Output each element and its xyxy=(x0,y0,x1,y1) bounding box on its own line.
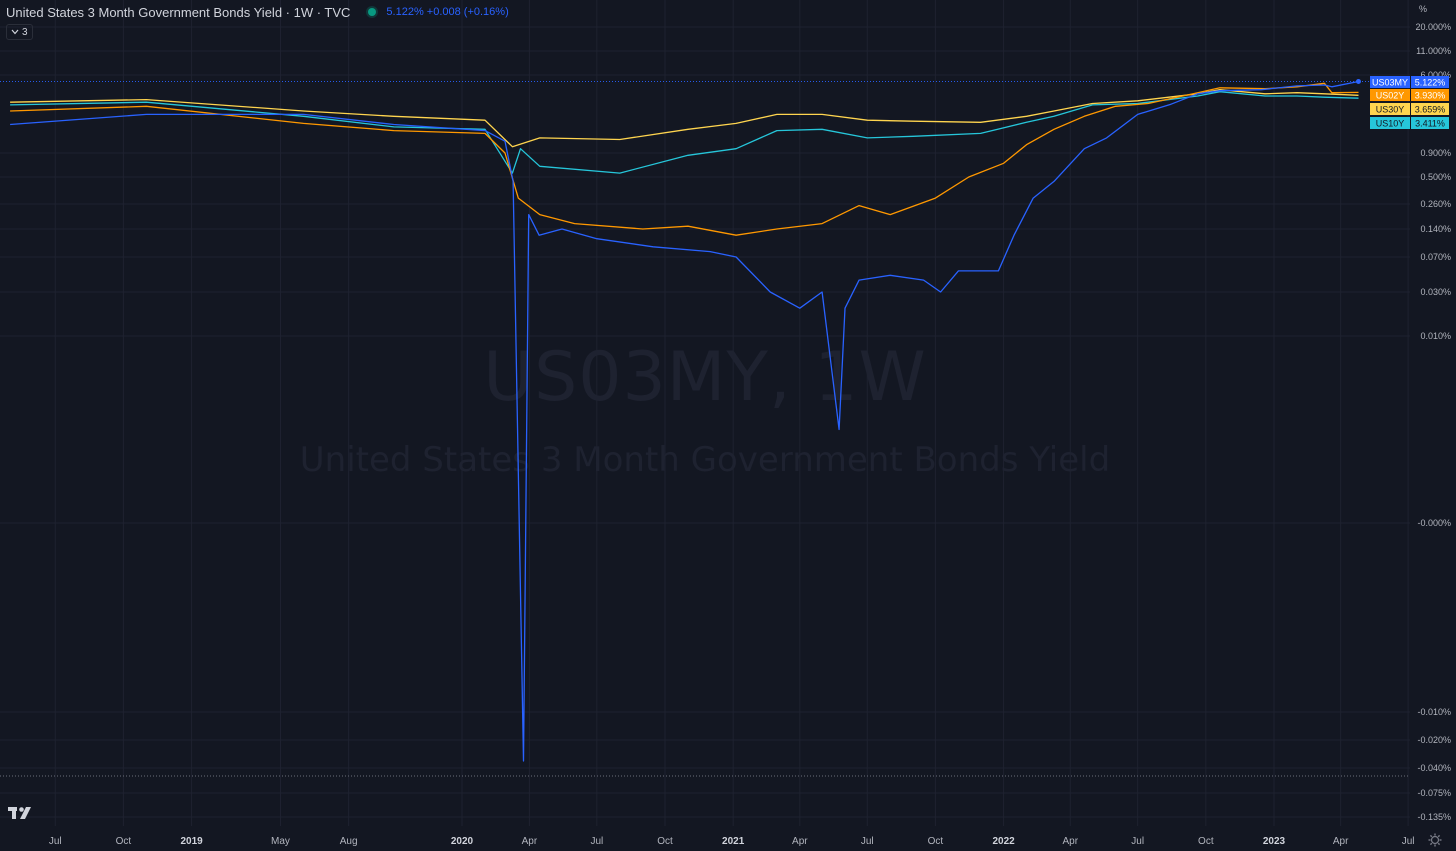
badge-us02y: US02Y 3.930% xyxy=(1370,89,1449,101)
last-value-dot xyxy=(1355,79,1361,85)
badge-value: 3.659% xyxy=(1415,105,1446,115)
watermark-description: United States 3 Month Government Bonds Y… xyxy=(299,440,1111,480)
x-tick-label: Jul xyxy=(49,836,62,847)
y-tick-label: -0.135% xyxy=(1417,812,1451,822)
y-tick-label: 0.900% xyxy=(1420,148,1451,158)
x-tick-label: 2019 xyxy=(180,836,203,847)
badge-name: US30Y xyxy=(1376,105,1405,115)
price-axis: 20.000% 11.000% 6.000% 0.900% 0.500% 0.260% 0.… xyxy=(1415,22,1451,822)
x-tick-label: Jul xyxy=(861,836,874,847)
y-tick-label: 0.070% xyxy=(1420,252,1451,262)
y-tick-label: 0.260% xyxy=(1420,199,1451,209)
market-status-icon xyxy=(368,8,377,16)
badge-name-bg xyxy=(1370,76,1410,88)
y-tick-label: 0.030% xyxy=(1420,287,1451,297)
y-tick-label: -0.040% xyxy=(1417,763,1451,773)
x-tick-label: Oct xyxy=(928,836,944,847)
series-line-us03my xyxy=(10,80,1359,762)
last-value-badges: US03MY 5.122% US02Y 3.930% US30Y 3.659% US10Y 3… xyxy=(1370,76,1449,129)
gear-icon[interactable] xyxy=(1428,833,1442,847)
y-tick-label: -0.020% xyxy=(1417,735,1451,745)
badge-name-bg xyxy=(1370,89,1410,101)
y-tick-label: 20.000% xyxy=(1415,22,1451,32)
badge-name: US10Y xyxy=(1376,119,1405,129)
badge-value: 3.411% xyxy=(1415,119,1445,129)
badge-us10y: US10Y 3.411% xyxy=(1370,117,1449,129)
y-tick-label: -0.075% xyxy=(1417,788,1451,798)
x-tick-label: Jul xyxy=(1131,836,1144,847)
x-tick-label: Oct xyxy=(657,836,673,847)
x-tick-label: 2021 xyxy=(722,836,745,847)
chevron-down-icon xyxy=(11,29,19,35)
x-tick-label: Jul xyxy=(590,836,603,847)
indicator-count: 3 xyxy=(22,26,28,38)
badge-value: 5.122% xyxy=(1415,78,1446,88)
x-tick-label: 2022 xyxy=(992,836,1015,847)
symbol-title[interactable]: United States 3 Month Government Bonds Y… xyxy=(6,4,351,20)
x-tick-label: Oct xyxy=(1198,836,1214,847)
tradingview-logo-icon[interactable] xyxy=(8,804,34,820)
indicators-toggle-button[interactable]: 3 xyxy=(6,24,33,40)
series-line-us02y xyxy=(10,82,1359,236)
time-axis: Jul Oct 2019 May Aug 2020 Apr Jul Oct 2021 Apr Jul O… xyxy=(49,836,1415,847)
x-tick-label: 2020 xyxy=(451,836,474,847)
x-tick-label: Apr xyxy=(522,836,538,847)
watermark-symbol: US03MY, 1W xyxy=(483,338,927,417)
x-tick-label: May xyxy=(271,836,290,847)
x-tick-label: Aug xyxy=(340,836,358,847)
y-tick-label: 6.000% xyxy=(1420,70,1451,80)
badge-us03my: US03MY 5.122% xyxy=(1370,76,1449,88)
chart-grid xyxy=(0,0,1410,826)
y-axis-unit: % xyxy=(1419,4,1428,14)
x-tick-label: Apr xyxy=(1333,836,1349,847)
x-tick-label: Apr xyxy=(1062,836,1078,847)
badge-value-bg xyxy=(1411,89,1449,101)
badge-value-bg xyxy=(1411,103,1449,115)
y-tick-label: 0.140% xyxy=(1420,224,1451,234)
badge-name: US02Y xyxy=(1376,91,1405,101)
badge-name-bg xyxy=(1370,117,1410,129)
x-tick-label: Apr xyxy=(792,836,808,847)
series-line-us10y xyxy=(10,91,1359,174)
x-tick-label: Jul xyxy=(1402,836,1415,847)
y-tick-label: 11.000% xyxy=(1416,46,1451,56)
badge-value-bg xyxy=(1411,76,1449,88)
chart-plot xyxy=(10,79,1361,762)
y-tick-label: 0.500% xyxy=(1420,172,1451,182)
badge-value-bg xyxy=(1411,117,1449,129)
x-tick-label: Oct xyxy=(116,836,132,847)
badge-name: US03MY xyxy=(1372,78,1408,88)
y-tick-label: -0.010% xyxy=(1417,707,1451,717)
y-tick-label: -0.000% xyxy=(1417,518,1451,528)
y-tick-label: 0.010% xyxy=(1420,331,1451,341)
chart-header: United States 3 Month Government Bonds Y… xyxy=(0,0,1406,24)
last-quote: 5.122% +0.008 (+0.16%) xyxy=(386,6,509,18)
badge-name-bg xyxy=(1370,103,1410,115)
badge-value: 3.930% xyxy=(1415,91,1446,101)
x-tick-label: 2023 xyxy=(1263,836,1286,847)
series-line-us30y xyxy=(10,89,1359,148)
badge-us30y: US30Y 3.659% xyxy=(1370,103,1449,115)
